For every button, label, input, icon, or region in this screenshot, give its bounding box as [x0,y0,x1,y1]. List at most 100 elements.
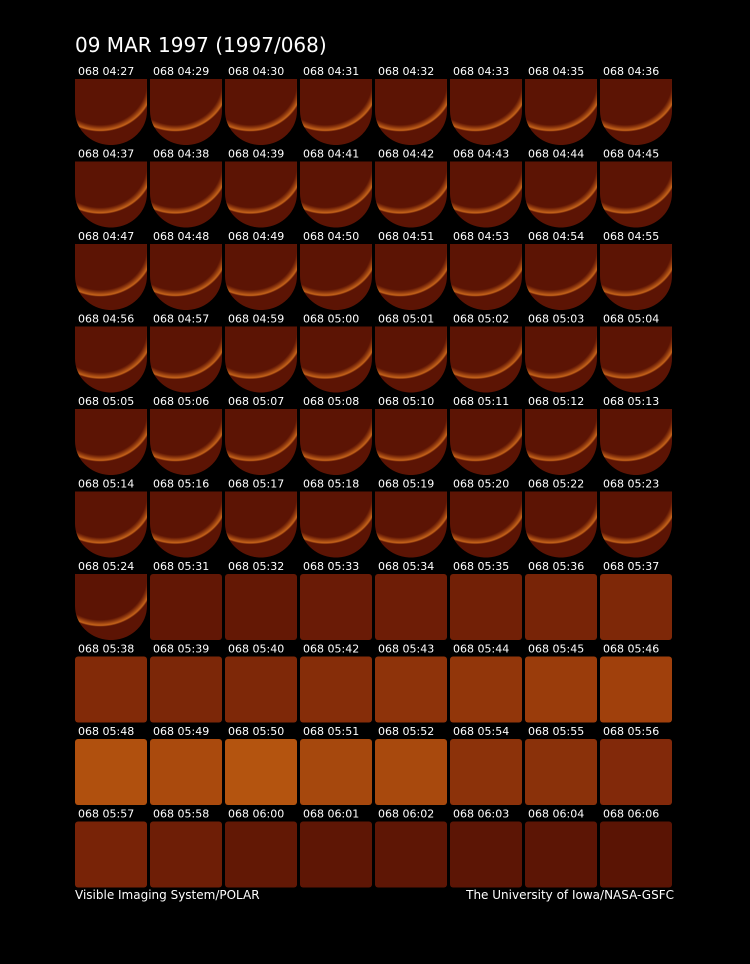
frame-label: 068 04:32 [378,65,434,78]
frame-label: 068 05:06 [153,395,209,408]
frame-label: 068 06:00 [228,808,284,821]
limb-glow [599,409,672,475]
frame-label: 068 05:55 [528,725,584,738]
frame-image [525,574,597,640]
frame-image [600,656,672,723]
limb-glow [524,244,598,310]
frame-label: 068 04:50 [303,230,359,243]
frame-label: 068 04:41 [303,148,359,161]
limb-glow [224,161,298,228]
frame-image [450,656,522,723]
limb-glow [524,491,598,558]
limb-glow [299,326,373,393]
frame-label: 068 05:34 [378,560,434,573]
frame-label: 068 04:33 [453,65,509,78]
frame-label: 068 05:02 [453,313,509,326]
limb-glow [599,244,672,310]
limb-glow [224,326,298,393]
footer-left: Visible Imaging System/POLAR [75,888,260,902]
limb-glow [599,491,672,558]
frame-image [300,821,372,888]
frame-label: 068 04:53 [453,230,509,243]
frame-image [225,821,297,888]
frame-label: 068 05:22 [528,478,584,491]
limb-glow [599,161,673,228]
limb-glow [299,79,373,145]
limb-glow [599,326,672,393]
frame-label: 068 04:35 [528,65,584,78]
frame-label: 068 05:23 [603,478,659,491]
frame-label: 068 06:03 [453,808,509,821]
frame-image [225,739,297,805]
frame-image [525,821,597,888]
limb-glow [149,79,223,145]
frame-label: 068 05:24 [78,560,134,573]
frame-label: 068 05:37 [603,560,659,573]
frame-label: 068 04:49 [228,230,284,243]
limb-glow [299,244,373,310]
frame-label: 068 05:57 [78,808,134,821]
frame-image [450,739,522,805]
frame-label: 068 05:50 [228,725,284,738]
frame-label: 068 05:49 [153,725,209,738]
frame-label: 068 04:48 [153,230,209,243]
frame-image [300,656,372,723]
limb-glow [599,79,673,145]
frame-label: 068 05:51 [303,725,359,738]
title: 09 MAR 1997 (1997/068) [75,33,327,57]
frame-label: 068 05:32 [228,560,284,573]
frame-label: 068 05:36 [528,560,584,573]
footer-right: The University of Iowa/NASA-GSFC [465,888,674,902]
limb-glow [74,161,148,228]
frame-label: 068 04:37 [78,148,134,161]
frame-image [225,656,297,723]
limb-glow [374,79,448,145]
frame-label: 068 05:42 [303,643,359,656]
limb-glow [74,79,148,145]
limb-glow [449,244,523,310]
limb-glow [374,244,448,310]
frame-label: 068 05:05 [78,395,134,408]
frame-label: 068 05:56 [603,725,659,738]
frame-label: 068 05:54 [453,725,509,738]
frame-label: 068 06:06 [603,808,659,821]
frame-label: 068 04:29 [153,65,209,78]
frame-image [375,739,447,805]
frame-label: 068 05:17 [228,478,284,491]
frame-label: 068 05:39 [153,643,209,656]
frame-image [150,739,222,805]
limb-glow [224,491,298,558]
frame-label: 068 05:40 [228,643,284,656]
limb-glow [224,79,298,145]
frame-label: 068 05:16 [153,478,209,491]
limb-glow [149,409,223,475]
frame-label: 068 05:44 [453,643,509,656]
frame-label: 068 05:43 [378,643,434,656]
frame-label: 068 04:36 [603,65,659,78]
frame-label: 068 05:03 [528,313,584,326]
frame-image [300,574,372,640]
frame-label: 068 04:45 [603,148,659,161]
frame-image [450,574,522,640]
frame-label: 068 05:08 [303,395,359,408]
limb-glow [449,326,523,393]
limb-glow [149,244,223,310]
frame-label: 068 04:27 [78,65,134,78]
frame-label: 068 05:11 [453,395,509,408]
frame-image [450,821,522,888]
limb-glow [74,326,148,393]
frame-image [375,574,447,640]
frame-image [525,739,597,805]
frame-image [600,739,672,805]
limb-glow [524,326,598,393]
frame-image [150,574,222,640]
limb-glow [449,409,523,475]
frame-label: 068 05:46 [603,643,659,656]
limb-glow [224,409,298,475]
limb-glow [449,79,523,145]
frame-label: 068 05:38 [78,643,134,656]
limb-glow [449,491,523,558]
frame-label: 068 04:47 [78,230,134,243]
